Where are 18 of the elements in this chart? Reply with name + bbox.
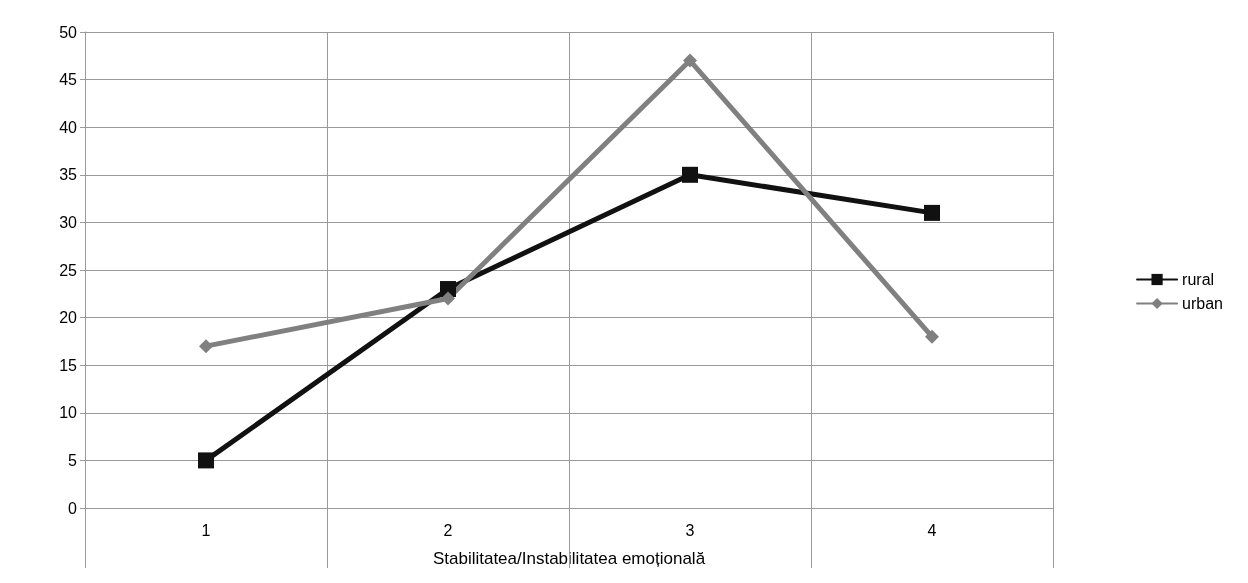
y-tick-label: 15 xyxy=(59,356,78,374)
y-tick-label: 40 xyxy=(59,118,78,136)
y-tick-label: 30 xyxy=(59,213,78,231)
x-tick-label: 3 xyxy=(685,521,695,539)
y-tick-label: 20 xyxy=(59,309,78,327)
y-tick-label: 45 xyxy=(59,71,78,89)
x-tick-label: 4 xyxy=(927,521,937,539)
x-axis-title: Stabilitatea/Instabilitatea emoțională xyxy=(432,549,706,568)
y-tick-label: 5 xyxy=(68,451,78,469)
legend-label: urban xyxy=(1182,295,1223,312)
y-tick-label: 0 xyxy=(68,499,78,517)
y-tick-label: 50 xyxy=(59,23,78,41)
y-tick-label: 25 xyxy=(59,261,78,279)
y-tick-label: 10 xyxy=(59,404,78,422)
x-tick-label: 1 xyxy=(201,521,211,539)
legend-label: rural xyxy=(1182,271,1215,288)
y-tick-label: 35 xyxy=(59,166,78,184)
x-tick-label: 2 xyxy=(443,521,453,539)
